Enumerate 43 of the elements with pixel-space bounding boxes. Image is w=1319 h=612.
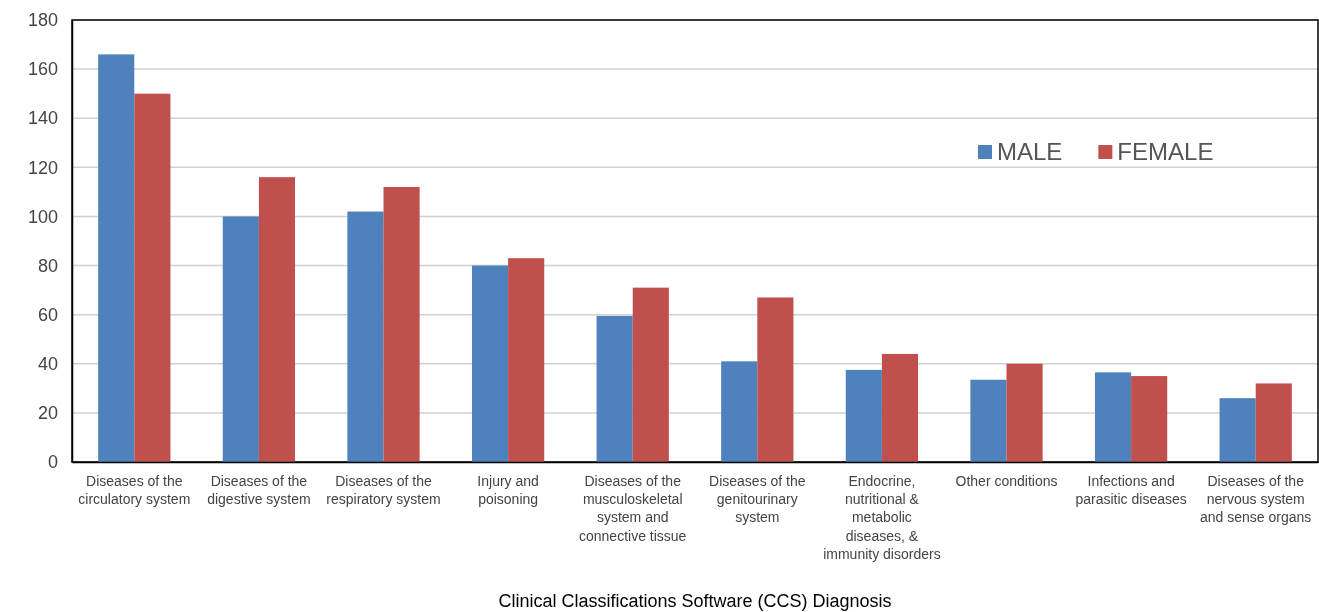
bar (1094, 372, 1132, 462)
bar (471, 265, 509, 462)
x-tick-label: Diseases of the respiratory system (326, 472, 441, 508)
bar (1255, 383, 1292, 462)
bar (721, 361, 758, 462)
x-tick-label: Diseases of the genitourinary system (709, 472, 806, 526)
bar (383, 186, 420, 462)
bar (1006, 363, 1043, 462)
bar (632, 287, 669, 462)
bar (881, 353, 919, 462)
bar (347, 211, 384, 462)
bar (258, 177, 296, 462)
bar (845, 369, 882, 462)
legend-label: MALE (997, 138, 1063, 166)
y-tick-label: 140 (27, 108, 58, 129)
bar (596, 315, 633, 462)
x-tick-label: Infections and parasitic diseases (1075, 472, 1187, 508)
bar (222, 216, 259, 462)
y-tick-label: 80 (37, 255, 58, 276)
bar (1131, 376, 1168, 462)
x-tick-label: Injury and poisoning (477, 472, 539, 508)
y-tick-label: 20 (37, 403, 58, 424)
x-tick-label: Endocrine, nutritional & metabolic diseases, & immunity disorders (823, 472, 941, 562)
x-tick-label: Diseases of the musculoskeletal system and connective tissue (579, 472, 687, 544)
bar (508, 258, 545, 462)
bar (98, 54, 135, 462)
y-tick-label: 160 (27, 59, 58, 80)
y-tick-label: 100 (27, 206, 58, 227)
bar (757, 297, 794, 462)
x-axis-title: Clinical Classifications Software (CCS) Diagnosis (498, 591, 892, 611)
x-tick-label: Other conditions (955, 472, 1058, 489)
bar (134, 93, 171, 462)
y-tick-label: 180 (27, 10, 58, 31)
y-tick-label: 60 (37, 304, 58, 325)
bar (1219, 398, 1256, 462)
y-tick-label: 120 (27, 157, 58, 178)
bar (970, 379, 1007, 462)
legend-label: FEMALE (1117, 138, 1214, 166)
x-tick-label: Diseases of the nervous system and sense organs (1200, 472, 1312, 526)
y-tick-label: 0 (47, 452, 58, 473)
y-tick-label: 40 (37, 354, 58, 375)
x-tick-label: Diseases of the circulatory system (78, 472, 191, 508)
x-tick-label: Diseases of the digestive system (207, 472, 311, 508)
